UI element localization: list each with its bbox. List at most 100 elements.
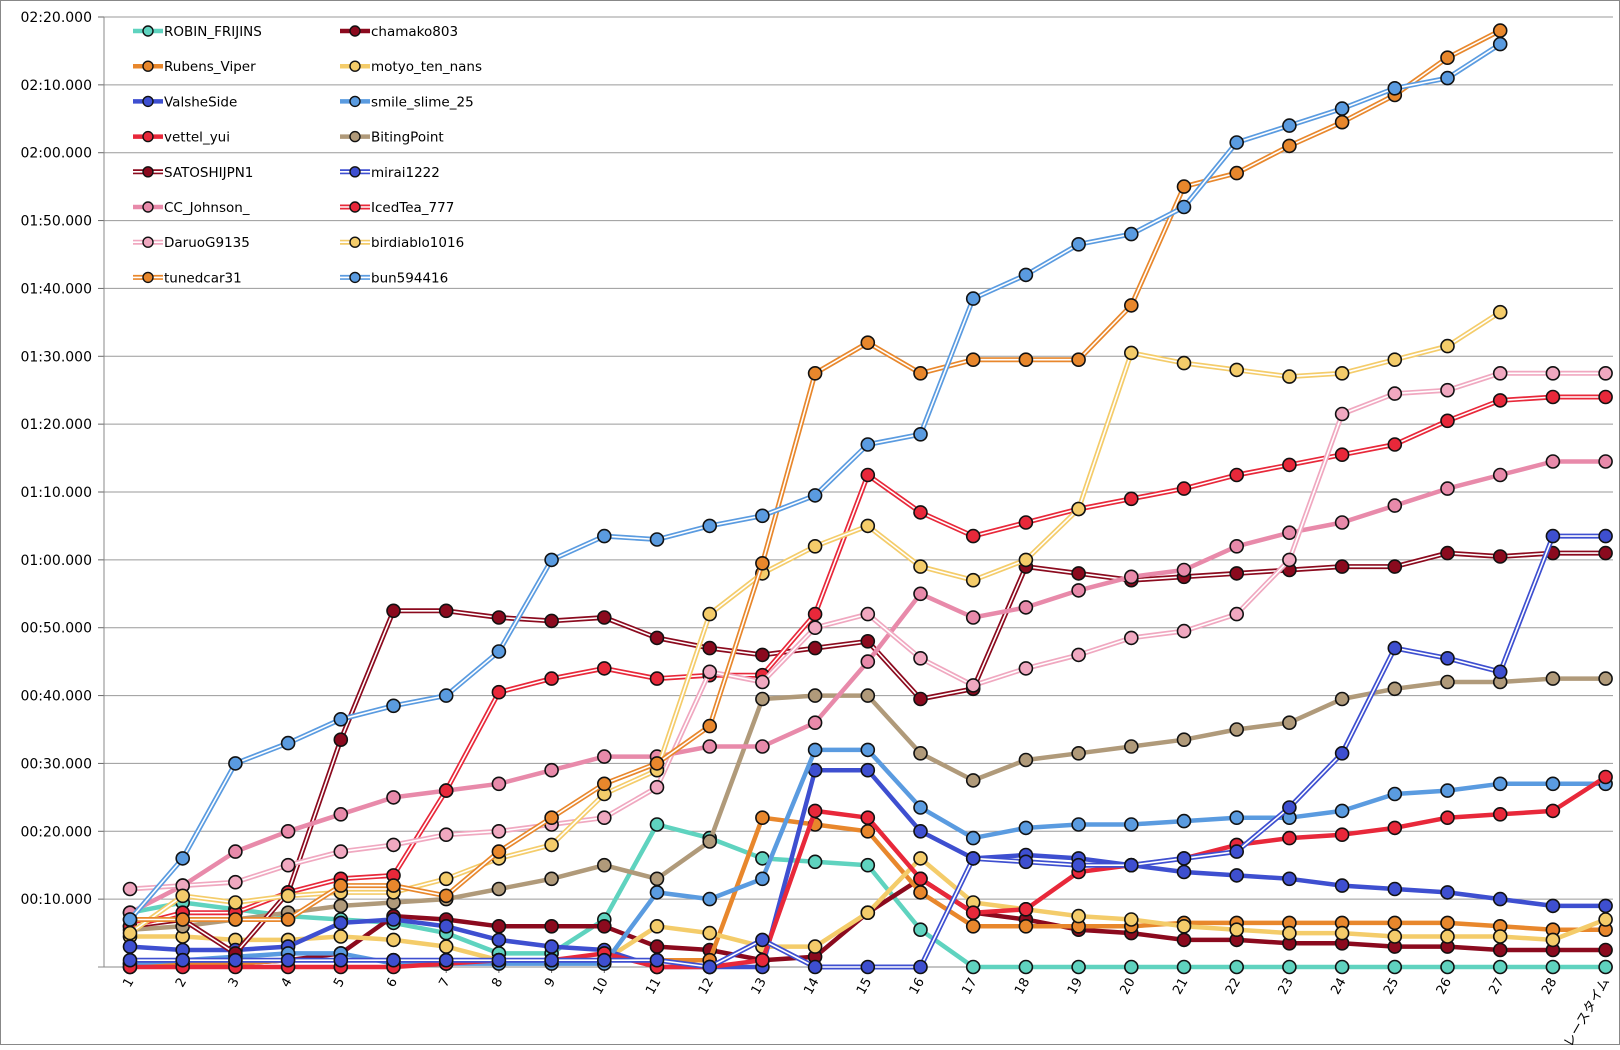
series-group [122,23,1613,975]
data-point [1440,810,1455,826]
x-tick-label: 24 [1328,976,1349,998]
x-tick-label: 20 [1118,976,1139,998]
data-point [702,959,718,975]
data-point [860,467,876,483]
series-tunedcar31 [122,23,1508,927]
data-point [1282,525,1297,541]
data-point [1071,745,1086,761]
data-point [1334,559,1350,574]
data-point [1018,352,1034,368]
data-point [965,830,981,846]
data-point [280,888,296,904]
data-point [649,817,665,832]
data-point [1492,929,1508,944]
data-point [1176,562,1192,578]
data-point [913,885,928,900]
data-point [913,650,928,666]
data-point [438,952,454,968]
data-point [755,674,770,690]
data-point [807,939,823,954]
legend-item: bun594416 [340,270,448,286]
data-point [491,823,507,839]
data-point [913,871,928,887]
data-point [228,874,243,890]
data-point [1018,901,1034,917]
legend-label: IcedTea_777 [371,200,454,216]
data-point [491,684,507,700]
series-BitingPoint [122,671,1613,938]
data-point [1124,959,1139,975]
series-mirai1222 [122,528,1613,975]
data-point [1018,600,1034,615]
data-point [1018,918,1034,934]
data-point [1545,671,1561,686]
data-point [1018,661,1034,676]
data-point [1176,199,1192,215]
data-point [491,844,507,859]
data-point [1387,498,1403,513]
data-point [702,718,718,734]
data-point [1440,413,1455,429]
data-point [1387,881,1403,897]
data-point [755,508,770,524]
data-point [860,437,876,452]
data-point [702,834,718,849]
series-bun594416 [122,36,1508,927]
legend-label: tunedcar31 [164,270,242,286]
data-point [1598,671,1613,686]
legend-swatch-marker [349,60,361,72]
data-point [1387,386,1403,401]
series-DaruoG9135 [122,365,1613,897]
data-point [122,939,138,954]
data-point [1334,959,1350,975]
legend-item: BitingPoint [340,130,444,146]
legend-swatch-marker [142,271,154,284]
legend-item: mirai1222 [340,165,440,181]
data-point [1598,959,1613,975]
data-point [965,610,981,625]
data-point [1545,776,1561,792]
data-point [807,365,823,381]
data-point [386,878,401,893]
data-point [544,918,559,934]
data-point [280,912,296,927]
data-point [1387,352,1403,368]
data-point [1229,538,1244,554]
data-point [544,871,559,887]
data-point [544,952,559,968]
data-point [1334,878,1350,893]
data-point [333,878,349,893]
y-tick-label: 00:50.000 [20,621,92,637]
y-tick-label: 00:10.000 [20,892,92,908]
legend-item: IcedTea_777 [340,200,454,216]
data-point [913,505,928,520]
data-point [1598,769,1613,785]
data-point [1387,640,1403,656]
data-point [1334,406,1350,422]
x-tick-label: 3 [226,976,243,991]
data-point [596,857,612,873]
y-tick-label: 02:00.000 [20,146,92,162]
data-point [807,742,823,758]
data-point [333,915,349,931]
legend-label: BitingPoint [371,130,444,146]
data-point [913,800,928,815]
data-point [438,888,454,904]
legend-swatch-marker [349,25,361,37]
data-point [544,762,559,778]
legend-item: smile_slime_25 [340,94,474,110]
data-point [1282,830,1297,846]
data-point [860,654,876,669]
data-point [1124,817,1139,832]
data-point [1018,959,1034,975]
data-point [596,610,612,625]
data-point [860,959,876,975]
data-point [860,606,876,622]
legend-item: ValsheSide [133,94,237,110]
y-tick-label: 00:20.000 [20,824,92,840]
data-point [438,871,454,887]
data-point [1334,101,1350,116]
data-point [755,871,770,887]
data-point [175,851,190,866]
data-point [544,837,559,853]
